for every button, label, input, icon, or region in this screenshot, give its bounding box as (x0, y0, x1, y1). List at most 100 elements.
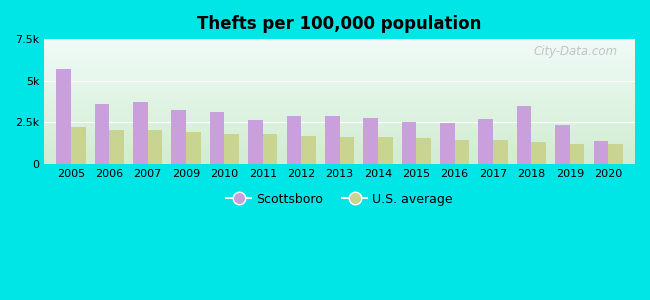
Bar (44, 125, 635, 126)
Bar (44, 128, 635, 129)
Bar (172, 110, 186, 164)
Bar (44, 55, 635, 56)
Bar (44, 73, 635, 74)
Bar (44, 104, 635, 105)
Bar (44, 98, 635, 99)
Bar (44, 83, 635, 84)
Bar (44, 149, 635, 150)
Bar (44, 115, 635, 116)
Bar (44, 90, 635, 91)
Bar (44, 141, 635, 142)
Bar (44, 150, 635, 151)
Bar (44, 151, 635, 152)
Bar (44, 69, 635, 70)
Legend: Scottsboro, U.S. average: Scottsboro, U.S. average (222, 188, 458, 211)
Bar (44, 102, 635, 103)
Bar (44, 136, 635, 137)
Bar (44, 70, 635, 71)
Bar (44, 58, 635, 59)
Bar (44, 78, 635, 79)
Bar (44, 105, 635, 106)
Bar (44, 120, 635, 121)
Bar (71, 128, 86, 164)
Bar (44, 142, 635, 143)
Bar (44, 63, 635, 64)
Bar (44, 49, 635, 50)
Bar (44, 162, 635, 163)
Bar (44, 139, 635, 140)
Bar (44, 79, 635, 80)
Bar (44, 144, 635, 145)
Bar (44, 152, 635, 153)
Bar (44, 48, 635, 49)
Bar (44, 137, 635, 138)
Bar (402, 122, 416, 164)
Bar (44, 103, 635, 104)
Bar (339, 136, 354, 164)
Bar (44, 74, 635, 75)
Bar (44, 100, 635, 101)
Bar (44, 72, 635, 73)
Bar (287, 116, 301, 164)
Bar (44, 118, 635, 119)
Bar (44, 147, 635, 148)
Bar (44, 43, 635, 44)
Bar (248, 120, 263, 164)
Bar (44, 138, 635, 139)
Bar (44, 44, 635, 45)
Bar (44, 99, 635, 100)
Bar (44, 153, 635, 154)
Bar (44, 67, 635, 68)
Bar (44, 65, 635, 66)
Text: City-Data.com: City-Data.com (533, 45, 618, 58)
Bar (570, 144, 584, 164)
Bar (44, 116, 635, 117)
Bar (44, 60, 635, 61)
Bar (44, 133, 635, 134)
Bar (44, 93, 635, 94)
Bar (133, 102, 148, 164)
Bar (44, 95, 635, 96)
Bar (44, 59, 635, 60)
Bar (44, 158, 635, 159)
Bar (44, 88, 635, 89)
Bar (44, 57, 635, 58)
Bar (44, 66, 635, 67)
Bar (44, 121, 635, 122)
Bar (224, 134, 239, 164)
Bar (44, 124, 635, 125)
Bar (44, 112, 635, 113)
Bar (44, 108, 635, 109)
Bar (44, 51, 635, 52)
Bar (44, 126, 635, 127)
Bar (44, 96, 635, 97)
Bar (44, 119, 635, 120)
Bar (44, 68, 635, 69)
Bar (44, 129, 635, 130)
Bar (44, 107, 635, 108)
Bar (416, 138, 431, 164)
Bar (44, 130, 635, 131)
Bar (44, 41, 635, 42)
Bar (608, 144, 623, 164)
Bar (44, 143, 635, 144)
Bar (378, 137, 393, 164)
Bar (593, 141, 608, 164)
Bar (95, 104, 109, 164)
Bar (44, 113, 635, 114)
Bar (44, 47, 635, 48)
Bar (44, 40, 635, 41)
Bar (109, 130, 124, 164)
Bar (44, 145, 635, 146)
Bar (44, 54, 635, 55)
Bar (44, 123, 635, 124)
Bar (44, 155, 635, 156)
Bar (517, 106, 532, 164)
Bar (44, 64, 635, 65)
Bar (44, 62, 635, 63)
Bar (44, 56, 635, 57)
Bar (44, 77, 635, 78)
Bar (44, 110, 635, 111)
Bar (44, 85, 635, 86)
Bar (44, 45, 635, 46)
